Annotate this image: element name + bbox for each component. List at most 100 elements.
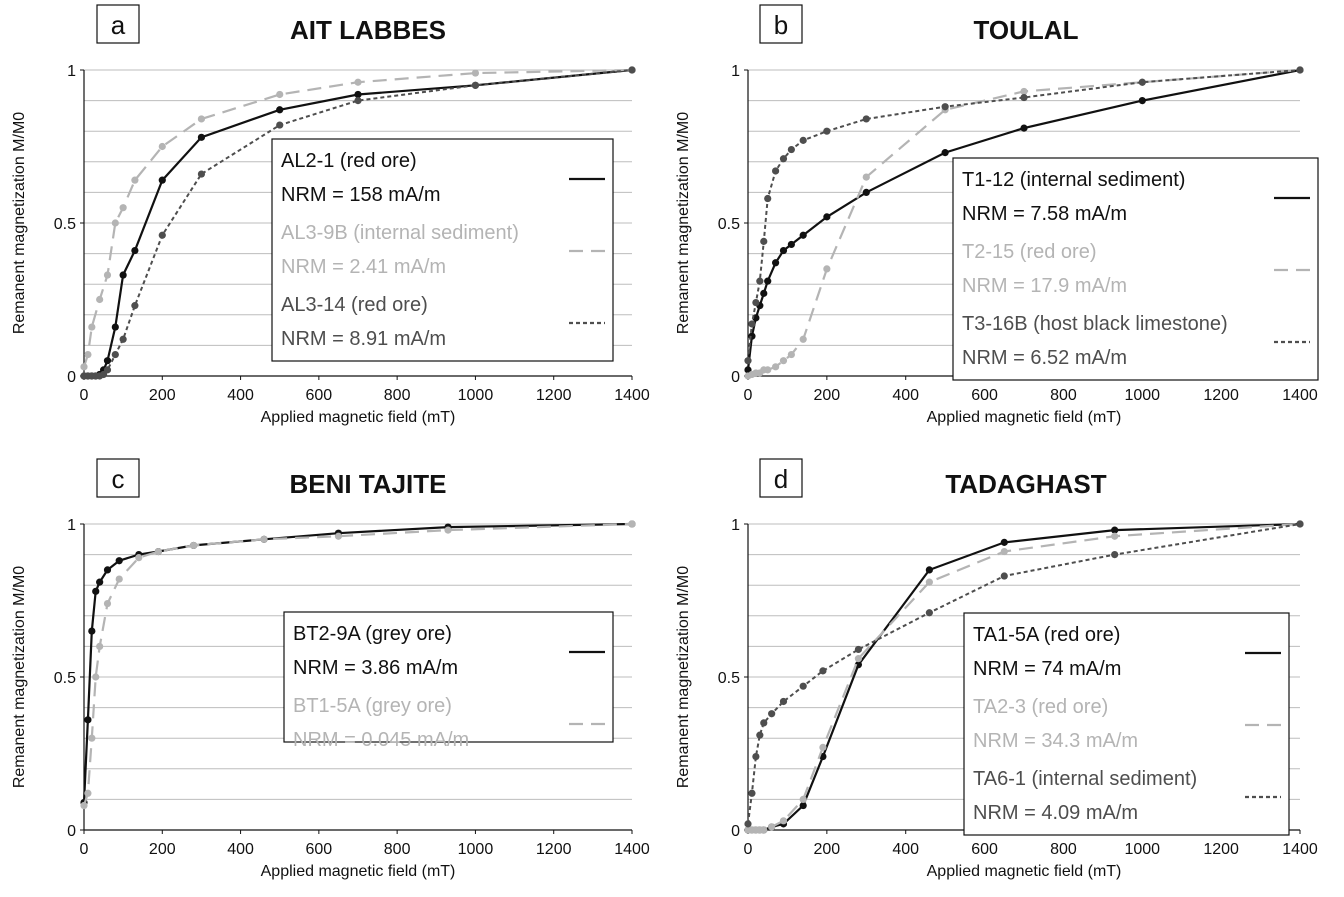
data-point	[84, 350, 92, 359]
x-tick-label: 800	[1050, 387, 1077, 404]
data-point	[756, 731, 764, 739]
x-tick-label: 1000	[458, 387, 494, 404]
data-point	[854, 655, 863, 663]
data-point	[799, 682, 807, 690]
x-tick-label: 0	[80, 387, 89, 404]
x-tick-label: 800	[384, 387, 411, 404]
x-tick-label: 200	[814, 387, 841, 404]
data-point	[197, 115, 206, 123]
data-point	[96, 295, 104, 304]
data-point	[752, 752, 760, 761]
legend-series-nrm: NRM = 74 mA/m	[973, 658, 1121, 680]
x-tick-label: 600	[971, 841, 998, 858]
y-tick-label: 0	[67, 369, 76, 386]
x-tick-label: 200	[814, 841, 841, 858]
data-point	[768, 710, 776, 718]
y-tick-label: 0	[731, 823, 740, 840]
x-tick-label: 1400	[614, 841, 650, 858]
data-point	[819, 667, 827, 675]
data-point	[158, 231, 166, 239]
y-axis-label: Remanent magnetization M/M0	[675, 112, 692, 334]
data-point	[119, 204, 127, 212]
data-point	[103, 271, 112, 279]
panel-title: TADAGHAST	[945, 469, 1106, 499]
data-point	[628, 66, 636, 74]
data-point	[1111, 526, 1119, 534]
data-point	[1138, 78, 1146, 86]
panel-letter: b	[774, 10, 788, 40]
x-tick-label: 400	[892, 387, 919, 404]
data-point	[158, 176, 166, 184]
data-point	[115, 557, 123, 565]
data-point	[764, 277, 772, 285]
legend-series-name: TA1-5A (red ore)	[973, 624, 1120, 646]
data-point	[1020, 124, 1028, 132]
y-tick-label: 1	[67, 63, 76, 80]
data-point	[1000, 547, 1008, 556]
x-tick-label: 1400	[614, 387, 650, 404]
legend-series-name: TA6-1 (internal sediment)	[973, 768, 1197, 790]
data-point	[854, 645, 863, 654]
data-point	[111, 350, 119, 359]
data-point	[103, 566, 112, 574]
data-point	[1296, 520, 1304, 528]
y-tick-label: 0.5	[54, 216, 76, 233]
data-point	[787, 350, 795, 359]
legend-series-nrm: NRM = 34.3 mA/m	[973, 730, 1138, 752]
y-tick-label: 1	[731, 63, 740, 80]
data-point	[354, 78, 362, 86]
x-tick-label: 800	[1050, 841, 1077, 858]
data-point	[471, 69, 480, 77]
panel-letter-box	[96, 4, 140, 44]
data-point	[260, 535, 268, 543]
x-tick-label: 1200	[536, 841, 572, 858]
panel-letter: a	[111, 10, 126, 40]
data-point	[779, 697, 788, 706]
legend-series-name: T1-12 (internal sediment)	[962, 169, 1185, 191]
data-point	[925, 578, 933, 586]
data-point	[1138, 97, 1146, 105]
panel-letter-box	[96, 458, 140, 498]
data-point	[119, 335, 127, 343]
data-point	[772, 167, 780, 175]
data-point	[92, 673, 100, 681]
x-tick-label: 1200	[536, 387, 572, 404]
data-point	[444, 526, 452, 534]
data-point	[197, 133, 206, 141]
y-tick-label: 1	[731, 517, 740, 534]
data-point	[80, 801, 88, 810]
series-line	[746, 68, 1301, 371]
legend-series-nrm: NRM = 7.58 mA/m	[962, 203, 1127, 225]
panel-letter: c	[112, 464, 125, 494]
data-point	[764, 366, 772, 374]
data-point	[772, 363, 780, 371]
data-point	[760, 719, 768, 727]
x-tick-label: 400	[227, 841, 254, 858]
y-axis-label: Remanent magnetization M/M0	[675, 566, 692, 788]
legend-series-name: BT2-9A (grey ore)	[293, 623, 452, 645]
legend-series-nrm: NRM = 4.09 mA/m	[973, 802, 1138, 824]
data-point	[787, 240, 795, 249]
x-tick-label: 600	[306, 841, 333, 858]
data-point	[823, 213, 831, 221]
x-tick-label: 1000	[1124, 841, 1160, 858]
data-point	[760, 826, 768, 834]
x-tick-label: 0	[744, 387, 753, 404]
x-axis-label: Applied magnetic field (mT)	[261, 409, 456, 426]
data-point	[96, 642, 104, 651]
legend-series-nrm: NRM = 158 mA/m	[281, 184, 440, 206]
data-point	[1111, 551, 1119, 559]
x-tick-label: 1200	[1203, 387, 1239, 404]
data-point	[135, 554, 143, 562]
x-tick-label: 1200	[1203, 841, 1239, 858]
data-point	[823, 127, 831, 135]
data-point	[103, 599, 112, 608]
legend-series-name: T2-15 (red ore)	[962, 241, 1097, 263]
panel-letter-box	[759, 458, 803, 498]
panel-letter-box	[759, 4, 803, 44]
x-tick-label: 400	[227, 387, 254, 404]
data-point	[84, 716, 92, 724]
series-line	[747, 69, 1301, 361]
x-tick-label: 600	[306, 387, 333, 404]
